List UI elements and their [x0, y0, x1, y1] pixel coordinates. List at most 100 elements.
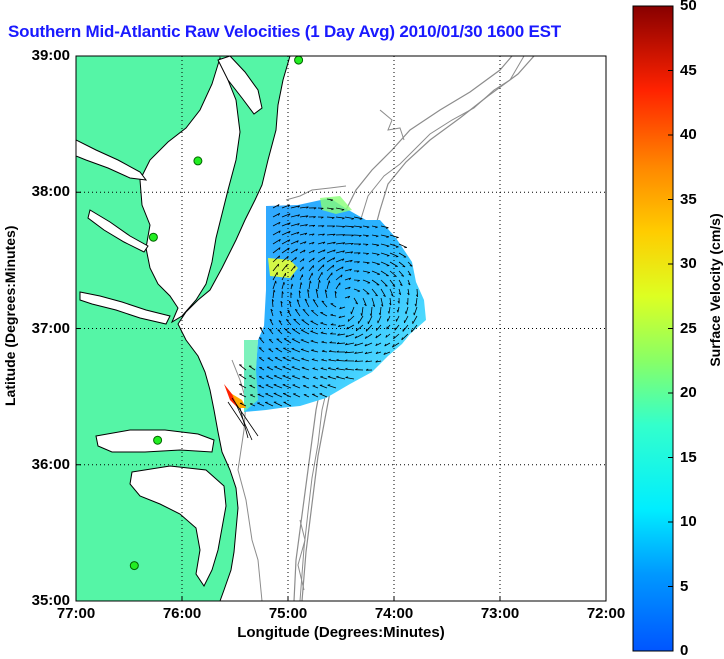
- velocity-vector: [317, 241, 326, 245]
- velocity-vector-head: [375, 335, 378, 339]
- x-tick-label: 77:00: [56, 605, 96, 622]
- velocity-vector-head: [366, 262, 370, 265]
- velocity-vector: [371, 234, 379, 237]
- velocity-vector-head: [365, 360, 368, 363]
- velocity-vector-head: [270, 308, 273, 312]
- velocity-vector-head: [366, 253, 369, 255]
- velocity-vector: [371, 261, 380, 265]
- velocity-vector-head: [342, 217, 345, 220]
- velocity-vector: [299, 274, 303, 281]
- velocity-vector: [239, 402, 247, 407]
- velocity-vector: [411, 324, 418, 333]
- velocity-vector: [345, 342, 355, 346]
- velocity-vector-head: [287, 247, 290, 251]
- velocity-vector-head: [312, 224, 316, 228]
- velocity-vector: [273, 401, 283, 407]
- velocity-vector-head: [364, 351, 368, 355]
- velocity-vector: [320, 322, 328, 326]
- velocity-vector: [282, 375, 292, 380]
- velocity-vector-head: [383, 294, 386, 297]
- velocity-vector: [272, 213, 280, 218]
- velocity-vectors: [227, 198, 418, 441]
- velocity-vector: [344, 225, 354, 228]
- velocity-vector: [398, 279, 403, 286]
- velocity-vector: [392, 342, 400, 348]
- velocity-vector-head: [401, 275, 404, 277]
- velocity-vector: [299, 224, 308, 227]
- velocity-vector: [389, 288, 394, 297]
- velocity-vector-head: [329, 341, 332, 344]
- velocity-vector-head: [392, 285, 396, 287]
- velocity-vector: [344, 243, 354, 245]
- velocity-vector: [398, 261, 406, 268]
- velocity-vector-head: [348, 286, 351, 290]
- velocity-vector-head: [305, 215, 309, 218]
- velocity-vector: [258, 347, 265, 353]
- velocity-vector-head: [396, 309, 399, 313]
- velocity-vector-head: [342, 242, 346, 245]
- velocity-vector: [272, 221, 281, 227]
- colorbar-tick-label: 50: [680, 0, 697, 14]
- velocity-vector: [338, 315, 346, 319]
- velocity-vector: [272, 263, 279, 272]
- velocity-vector-head: [414, 303, 417, 307]
- velocity-vector-head: [295, 248, 298, 252]
- velocity-vector-head: [330, 313, 334, 316]
- velocity-vector: [259, 367, 265, 371]
- velocity-vector: [353, 297, 359, 305]
- velocity-vector: [281, 213, 291, 218]
- velocity-vector-head: [333, 257, 336, 260]
- velocity-vector: [258, 376, 265, 380]
- velocity-vector: [344, 268, 352, 272]
- velocity-vector: [353, 216, 363, 220]
- velocity-vector-head: [355, 302, 358, 305]
- velocity-vector-head: [386, 326, 388, 330]
- velocity-vector: [299, 215, 309, 218]
- velocity-vector: [345, 368, 355, 371]
- velocity-vector: [371, 288, 378, 297]
- velocity-vector: [383, 351, 391, 355]
- velocity-vector-head: [345, 376, 349, 378]
- velocity-vector: [274, 357, 283, 362]
- velocity-vector: [301, 358, 310, 362]
- velocity-vector: [336, 359, 346, 362]
- velocity-vector-head: [313, 207, 317, 210]
- velocity-vector: [272, 280, 277, 290]
- colorbar-tick-label: 30: [680, 255, 697, 272]
- velocity-vector-head: [320, 322, 323, 324]
- velocity-vector: [398, 243, 407, 248]
- velocity-vector-head: [351, 218, 355, 220]
- velocity-vector-head: [304, 298, 308, 301]
- velocity-vector: [258, 337, 265, 344]
- velocity-vector: [380, 288, 386, 297]
- velocity-vector: [364, 351, 373, 355]
- velocity-vector-head: [288, 231, 291, 234]
- velocity-vector: [239, 407, 249, 439]
- velocity-vector: [278, 320, 283, 326]
- velocity-vector: [388, 306, 391, 314]
- velocity-vector: [266, 375, 274, 380]
- velocity-vector: [393, 333, 400, 340]
- velocity-vector: [281, 204, 290, 209]
- velocity-vector-head: [359, 226, 363, 229]
- velocity-vector-head: [330, 332, 333, 335]
- velocity-vector-head: [380, 304, 384, 307]
- velocity-vector-head: [328, 350, 332, 352]
- velocity-vector: [401, 333, 409, 341]
- velocity-vector: [353, 234, 362, 236]
- velocity-vector: [320, 312, 328, 317]
- velocity-vector-head: [324, 289, 328, 292]
- velocity-vector: [272, 255, 280, 263]
- velocity-vector: [364, 333, 373, 339]
- velocity-vector-head: [279, 310, 283, 314]
- velocity-vector: [317, 256, 326, 263]
- velocity-vector: [407, 270, 412, 276]
- velocity-vector: [281, 230, 291, 236]
- velocity-vector: [326, 280, 330, 290]
- velocity-vector: [371, 297, 376, 307]
- velocity-vector: [317, 233, 325, 236]
- velocity-vector-head: [296, 240, 299, 243]
- velocity-vector: [361, 306, 364, 316]
- potomac-river: [76, 139, 148, 181]
